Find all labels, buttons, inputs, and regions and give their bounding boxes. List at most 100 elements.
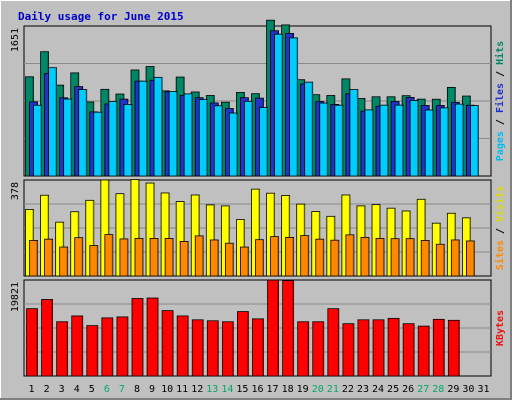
series-axis-label: Pages / Files / Hits bbox=[494, 41, 506, 161]
bar-sites-day-26 bbox=[405, 238, 415, 277]
x-tick-day-7: 7 bbox=[119, 384, 125, 395]
bar-kbytes-day-3 bbox=[56, 321, 69, 377]
bar-kbytes-day-4 bbox=[71, 315, 84, 377]
bar-kbytes-day-14 bbox=[221, 321, 234, 377]
bar-pages-day-11 bbox=[183, 93, 193, 177]
bar-pages-day-17 bbox=[274, 33, 283, 177]
x-tick-day-18: 18 bbox=[282, 384, 294, 395]
bar-pages-day-23 bbox=[364, 109, 374, 177]
y-max-label: 378 bbox=[10, 182, 21, 200]
bar-pages-day-2 bbox=[48, 67, 57, 177]
bar-kbytes-day-23 bbox=[357, 319, 370, 377]
bar-sites-day-9 bbox=[149, 238, 159, 277]
bar-pages-day-19 bbox=[304, 81, 314, 177]
bar-pages-day-1 bbox=[33, 104, 42, 177]
bar-sites-day-22 bbox=[345, 234, 355, 277]
x-tick-day-3: 3 bbox=[59, 384, 65, 395]
y-max-label: 1651 bbox=[10, 28, 21, 52]
bar-sites-day-7 bbox=[119, 238, 129, 277]
series-axis-label-part: Visits bbox=[494, 186, 506, 222]
bar-pages-day-9 bbox=[153, 76, 163, 177]
bar-kbytes-day-18 bbox=[282, 280, 295, 377]
x-tick-day-19: 19 bbox=[297, 384, 309, 395]
x-tick-day-4: 4 bbox=[74, 384, 80, 395]
bar-kbytes-day-28 bbox=[432, 318, 445, 377]
x-tick-day-6: 6 bbox=[104, 384, 110, 395]
bar-sites-day-8 bbox=[134, 238, 144, 277]
bar-kbytes-day-13 bbox=[206, 320, 219, 377]
x-tick-day-12: 12 bbox=[191, 384, 203, 395]
bar-sites-day-24 bbox=[375, 238, 385, 277]
bar-sites-day-13 bbox=[209, 239, 219, 277]
bar-pages-day-22 bbox=[349, 89, 359, 177]
bar-kbytes-day-5 bbox=[86, 325, 99, 377]
series-axis-label-part: / bbox=[495, 222, 506, 240]
chart-title: Daily usage for June 2015 bbox=[18, 10, 184, 23]
bar-pages-day-25 bbox=[394, 104, 404, 177]
bar-pages-day-4 bbox=[78, 89, 88, 177]
x-tick-day-14: 14 bbox=[221, 384, 233, 395]
x-tick-day-29: 29 bbox=[447, 384, 459, 395]
bar-pages-day-27 bbox=[424, 109, 434, 177]
bar-kbytes-day-7 bbox=[116, 316, 129, 377]
bar-pages-day-21 bbox=[334, 104, 344, 177]
bar-sites-day-3 bbox=[59, 246, 69, 277]
bar-sites-day-27 bbox=[420, 240, 430, 277]
bar-kbytes-day-15 bbox=[237, 311, 249, 377]
bar-pages-day-30 bbox=[470, 105, 479, 177]
bar-kbytes-day-2 bbox=[41, 299, 53, 377]
x-tick-day-31: 31 bbox=[477, 384, 489, 395]
bar-pages-day-28 bbox=[439, 107, 449, 177]
bar-kbytes-day-12 bbox=[191, 319, 204, 377]
x-tick-day-30: 30 bbox=[462, 384, 474, 395]
bar-pages-day-6 bbox=[108, 101, 118, 177]
bar-sites-day-16 bbox=[255, 239, 264, 277]
bar-pages-day-14 bbox=[228, 112, 238, 177]
bar-sites-day-11 bbox=[179, 241, 189, 277]
x-tick-day-17: 17 bbox=[267, 384, 279, 395]
panel-2: 378 Sites / Visits bbox=[10, 179, 506, 277]
bar-sites-day-5 bbox=[89, 245, 99, 277]
series-axis-label-part: / bbox=[495, 113, 506, 131]
bar-sites-day-30 bbox=[466, 240, 475, 277]
x-tick-day-2: 2 bbox=[44, 384, 50, 395]
x-tick-day-25: 25 bbox=[387, 384, 399, 395]
bar-sites-day-6 bbox=[104, 234, 114, 277]
bar-pages-day-16 bbox=[259, 107, 268, 177]
bar-sites-day-17 bbox=[270, 236, 279, 277]
series-axis-label-part: Hits bbox=[494, 41, 506, 65]
series-axis-label: Sites / Visits bbox=[494, 186, 506, 270]
x-tick-day-1: 1 bbox=[29, 384, 35, 395]
series-axis-label-part: / bbox=[495, 65, 506, 83]
bar-kbytes-day-9 bbox=[146, 297, 159, 377]
bar-kbytes-day-8 bbox=[131, 298, 144, 377]
bar-sites-day-10 bbox=[164, 238, 174, 277]
bar-pages-day-12 bbox=[198, 99, 208, 177]
bar-kbytes-day-17 bbox=[267, 279, 279, 377]
x-tick-day-9: 9 bbox=[149, 384, 155, 395]
series-kbytes bbox=[26, 279, 460, 377]
bar-kbytes-day-21 bbox=[327, 308, 340, 377]
bar-kbytes-day-26 bbox=[402, 323, 415, 377]
series-sites bbox=[29, 234, 475, 277]
bar-sites-day-12 bbox=[194, 235, 204, 277]
x-tick-day-28: 28 bbox=[432, 384, 444, 395]
x-tick-day-20: 20 bbox=[312, 384, 324, 395]
series-axis-label-part: Files bbox=[494, 83, 506, 113]
x-tick-day-15: 15 bbox=[236, 384, 248, 395]
bar-kbytes-day-10 bbox=[161, 310, 174, 377]
bar-kbytes-day-11 bbox=[176, 315, 189, 377]
y-max-label: 19821 bbox=[10, 282, 21, 312]
bar-sites-day-4 bbox=[74, 237, 84, 277]
series-axis-label-part: Sites bbox=[494, 240, 506, 270]
x-tick-day-22: 22 bbox=[342, 384, 354, 395]
bar-pages-day-24 bbox=[379, 104, 389, 177]
bar-pages-day-13 bbox=[213, 105, 223, 177]
x-tick-day-11: 11 bbox=[176, 384, 188, 395]
panel-3: 19821 KBytes bbox=[10, 279, 506, 377]
bar-pages-day-7 bbox=[123, 104, 133, 177]
x-tick-day-10: 10 bbox=[161, 384, 173, 395]
x-tick-day-23: 23 bbox=[357, 384, 369, 395]
